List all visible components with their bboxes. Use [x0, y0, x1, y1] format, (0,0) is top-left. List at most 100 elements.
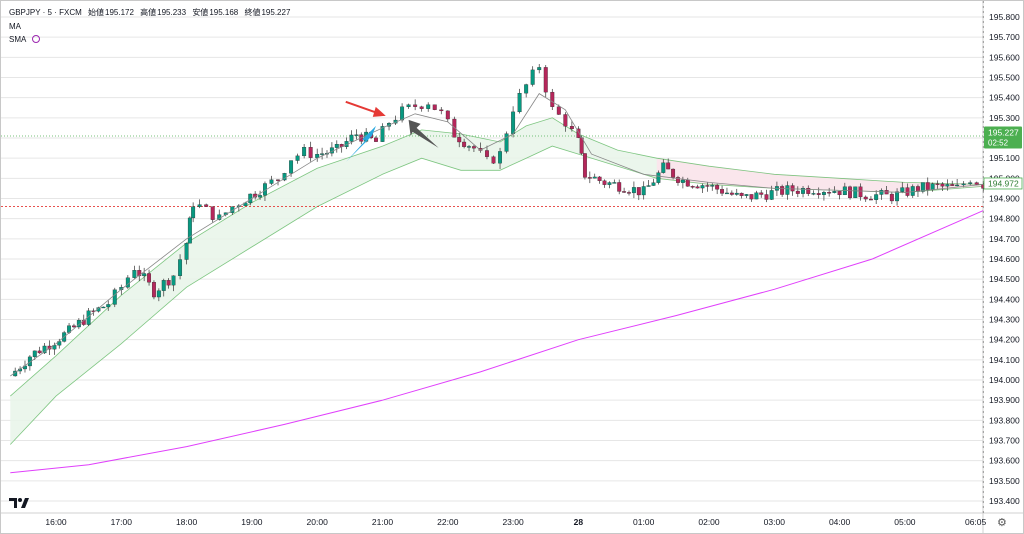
candle-body [950, 184, 955, 186]
price-tick-label: 195.600 [989, 52, 1020, 62]
candle-body [816, 193, 821, 195]
time-tick-label: 23:00 [502, 517, 524, 527]
candle-body [853, 186, 858, 199]
candle-body [413, 104, 418, 107]
candle-body [651, 182, 656, 186]
legend-close-value: 195.227 [261, 8, 291, 17]
candle-body [166, 280, 171, 286]
red-arrowhead-icon [372, 106, 386, 117]
price-tick-label: 194.100 [989, 355, 1020, 365]
candle-body [419, 106, 424, 109]
time-tick-label: 03:00 [764, 517, 786, 527]
candle-body [879, 190, 884, 195]
price-tick-label: 194.500 [989, 274, 1020, 284]
candle-body [406, 104, 411, 108]
candle-body [543, 67, 548, 93]
settings-gear-icon[interactable]: ⚙ [997, 517, 1007, 529]
candle-body [426, 104, 431, 109]
price-tick-label: 195.500 [989, 73, 1020, 83]
price-tick-label: 194.400 [989, 294, 1020, 304]
legend-ma[interactable]: MA [9, 22, 21, 31]
candle-body [622, 191, 627, 193]
candle-body [935, 183, 940, 185]
ma-band-fill [10, 117, 984, 445]
candle-body [744, 194, 749, 196]
time-tick-label: 01:00 [633, 517, 655, 527]
candle-body [837, 191, 842, 196]
candle-body [729, 192, 734, 195]
candle-body [910, 186, 915, 196]
candle-body [685, 179, 690, 187]
candle-body [147, 273, 152, 283]
candle-body [334, 144, 339, 148]
countdown-label: 02:52 [988, 139, 1009, 148]
candle-body [961, 183, 966, 186]
legend-sma[interactable]: SMA [9, 35, 41, 44]
candle-body [569, 126, 574, 130]
time-tick-label: 16:00 [45, 517, 67, 527]
candle-body [895, 191, 900, 202]
price-tick-label: 194.900 [989, 194, 1020, 204]
time-tick-label: 05:00 [894, 517, 916, 527]
candle-body [308, 147, 313, 158]
candle-body [700, 185, 705, 189]
price-tick-label: 193.800 [989, 415, 1020, 425]
candle-body [27, 356, 32, 367]
price-tick-label: 194.000 [989, 375, 1020, 385]
ma-band-fill-bearish [656, 158, 984, 193]
candle-body [920, 182, 925, 192]
candle-body [858, 186, 863, 198]
tradingview-logo-icon [9, 498, 29, 508]
candle-body [315, 153, 320, 158]
candle-body [374, 137, 378, 142]
candle-body [191, 206, 196, 219]
candle-body [47, 345, 52, 350]
candle-body [889, 193, 894, 202]
candle-body [617, 182, 622, 192]
candle-body [524, 84, 529, 94]
candle-body [734, 192, 739, 195]
candle-body [471, 146, 476, 149]
candle-body [32, 350, 37, 358]
candle-body [874, 194, 879, 200]
candle-body [940, 183, 945, 187]
candle-body [676, 177, 680, 183]
candle-body [302, 147, 307, 157]
time-tick-label: 19:00 [241, 517, 263, 527]
candle-body [530, 69, 535, 85]
candle-body [106, 304, 111, 308]
price-tick-label: 195.300 [989, 113, 1020, 123]
candle-body [161, 280, 166, 291]
candle-body [666, 162, 671, 170]
candle-body [848, 186, 852, 199]
candle-body [498, 151, 502, 164]
red-arrow-icon [345, 100, 381, 115]
candle-body [112, 289, 117, 305]
candle-body [491, 156, 496, 164]
legend-low-value: 195.168 [209, 8, 239, 17]
candle-body [695, 186, 700, 189]
legend-symbol-text: GBPJPY · 5 · FXCM [9, 8, 82, 17]
candle-body [101, 306, 106, 309]
candle-body [400, 106, 405, 121]
candle-body [930, 183, 935, 190]
time-tick-label: 18:00 [176, 517, 198, 527]
candle-body [705, 185, 710, 187]
candle-body [811, 193, 816, 195]
candle-body [349, 134, 354, 142]
price-tick-label: 194.700 [989, 234, 1020, 244]
candle-body [955, 184, 960, 187]
legend-close-label: 終値 [244, 8, 261, 17]
candle-body [592, 176, 597, 179]
price-tick-label: 194.300 [989, 315, 1020, 325]
candle-body [354, 134, 359, 136]
candle-body [868, 198, 873, 201]
candle-body [320, 153, 325, 155]
candle-body [289, 160, 294, 174]
candle-body [380, 126, 385, 142]
candle-body [680, 179, 685, 183]
legend-high-value: 195.233 [157, 8, 187, 17]
candle-body [504, 133, 509, 152]
candle-body [171, 275, 176, 286]
